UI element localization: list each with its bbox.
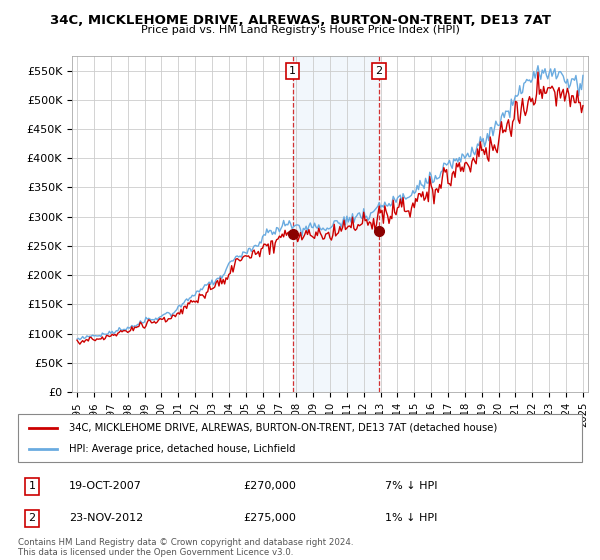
Text: 7% ↓ HPI: 7% ↓ HPI (385, 482, 437, 492)
Text: Contains HM Land Registry data © Crown copyright and database right 2024.
This d: Contains HM Land Registry data © Crown c… (18, 538, 353, 557)
Text: 1: 1 (289, 66, 296, 76)
Text: 34C, MICKLEHOME DRIVE, ALREWAS, BURTON-ON-TRENT, DE13 7AT: 34C, MICKLEHOME DRIVE, ALREWAS, BURTON-O… (49, 14, 551, 27)
FancyBboxPatch shape (18, 414, 582, 462)
Text: HPI: Average price, detached house, Lichfield: HPI: Average price, detached house, Lich… (69, 444, 295, 454)
Text: 19-OCT-2007: 19-OCT-2007 (69, 482, 142, 492)
Text: 1% ↓ HPI: 1% ↓ HPI (385, 514, 437, 524)
Text: 23-NOV-2012: 23-NOV-2012 (69, 514, 143, 524)
Text: £275,000: £275,000 (244, 514, 296, 524)
Text: 2: 2 (29, 514, 35, 524)
Text: £270,000: £270,000 (244, 482, 296, 492)
Text: Price paid vs. HM Land Registry's House Price Index (HPI): Price paid vs. HM Land Registry's House … (140, 25, 460, 35)
Bar (293, 56, 379, 392)
Text: 34C, MICKLEHOME DRIVE, ALREWAS, BURTON-ON-TRENT, DE13 7AT (detached house): 34C, MICKLEHOME DRIVE, ALREWAS, BURTON-O… (69, 423, 497, 433)
Text: 1: 1 (29, 482, 35, 492)
Text: 2: 2 (376, 66, 382, 76)
